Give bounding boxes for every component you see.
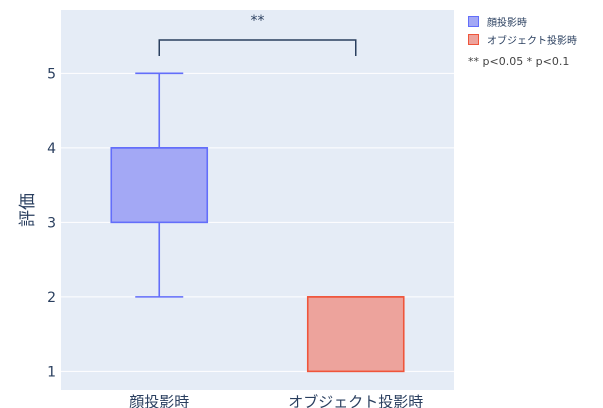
y-tick-label: 3 xyxy=(47,215,56,231)
box-1 xyxy=(306,296,405,373)
y-tick-label: 4 xyxy=(47,141,56,157)
box-iqr xyxy=(110,147,209,224)
boxes xyxy=(110,72,405,373)
legend-item-object[interactable]: オブジェクト投影時 xyxy=(468,30,577,48)
y-tick-label: 5 xyxy=(47,66,56,82)
y-axis-title: 評価 xyxy=(18,193,38,227)
x-tick-label: オブジェクト投影時 xyxy=(288,393,423,408)
y-axis-ticks: 1 2 3 4 5 xyxy=(47,66,56,380)
legend-item-face[interactable]: 顔投影時 xyxy=(468,12,577,30)
box-iqr xyxy=(306,296,405,373)
significance-note: ** p<0.05 * p<0.1 xyxy=(468,55,570,68)
y-tick-label: 2 xyxy=(47,290,56,306)
significance-annotation: ** xyxy=(158,13,357,56)
legend-label-object: オブジェクト投影時 xyxy=(487,35,577,47)
legend-swatch-object xyxy=(468,33,479,45)
legend-label-face: 顔投影時 xyxy=(487,17,527,29)
x-tick-label: 顔投影時 xyxy=(129,393,189,408)
y-tick-label: 1 xyxy=(47,364,56,380)
legend-swatch-face xyxy=(468,15,479,27)
legend: 顔投影時 オブジェクト投影時 xyxy=(468,12,577,48)
significance-stars: ** xyxy=(251,13,265,29)
significance-bracket xyxy=(158,39,357,56)
box-0 xyxy=(110,72,209,298)
x-axis-ticks: 顔投影時 オブジェクト投影時 xyxy=(129,393,423,408)
